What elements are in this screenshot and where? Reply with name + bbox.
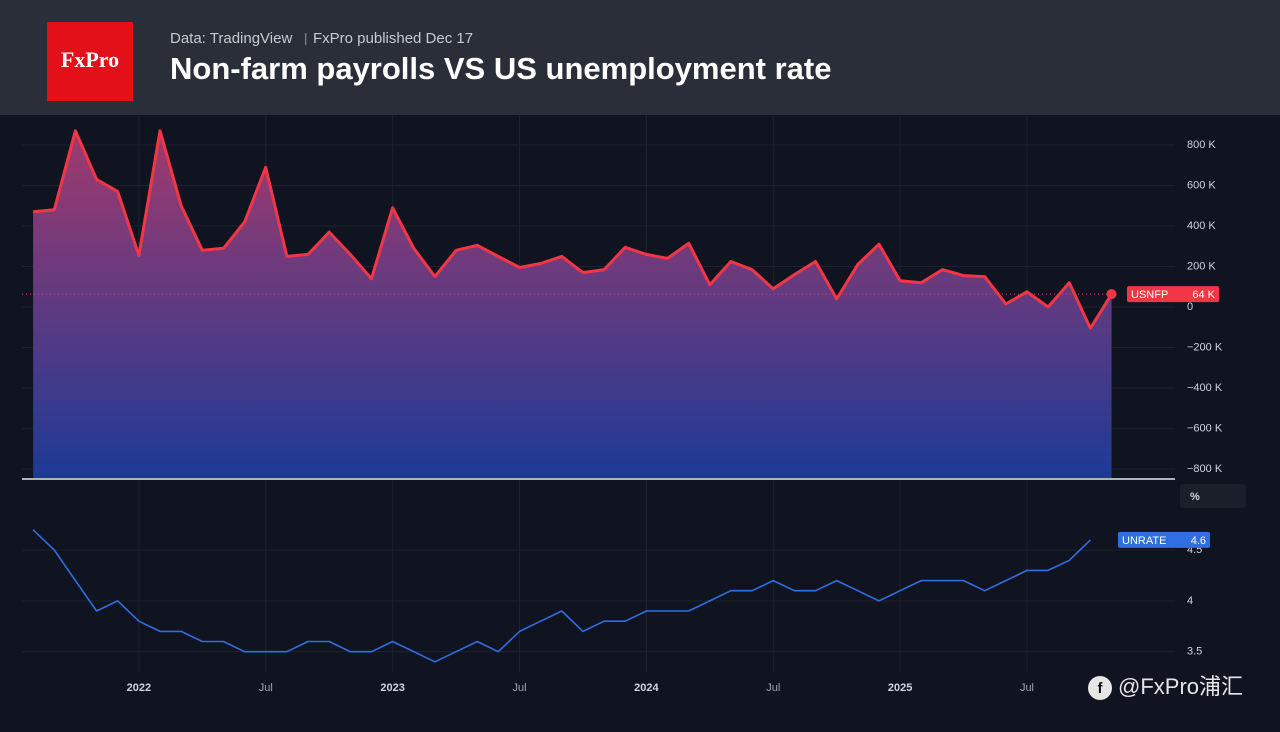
value-label: 64 K [1192, 289, 1215, 301]
separator: | [304, 30, 307, 45]
series-tag [1118, 531, 1210, 548]
watermark-icon [1088, 676, 1112, 700]
x-tick-label: 2022 [127, 682, 151, 694]
y-tick-label: −800 K [1187, 463, 1223, 475]
unit-box [1180, 484, 1246, 508]
x-tick-label: 2025 [888, 682, 912, 694]
watermark-icon-glyph: f [1098, 680, 1104, 697]
y-tick-label: 0 [1187, 301, 1193, 313]
watermark: @FxPro浦汇 [1118, 674, 1243, 699]
y-tick-label: −400 K [1187, 382, 1223, 394]
y-tick-label: 3.5 [1187, 646, 1202, 658]
y-tick-label: 600 K [1187, 179, 1216, 191]
marks [22, 129, 1117, 663]
x-tick-label: Jul [259, 682, 273, 694]
x-tick-label: 2024 [634, 682, 659, 694]
line [32, 129, 1113, 330]
y-tick-label: 400 K [1187, 220, 1216, 232]
legend-label: UNRATE [1122, 535, 1166, 547]
series [32, 129, 1113, 478]
legend-label: USNFP [1131, 289, 1168, 301]
y-tick-label: −200 K [1187, 341, 1223, 353]
title: Non-farm payrolls VS US unemployment rat… [170, 51, 831, 86]
header-band [0, 0, 1280, 115]
area [33, 130, 1112, 478]
logo: FxPro [61, 47, 119, 72]
series-tag [1127, 286, 1219, 303]
line [32, 529, 1091, 663]
source: Data: TradingView [170, 30, 292, 47]
y-tick-label: 4 [1187, 595, 1193, 607]
y-tick-label: −600 K [1187, 422, 1223, 434]
unit: % [1190, 491, 1200, 503]
series [32, 529, 1091, 663]
publisher: FxPro published Dec 17 [313, 30, 473, 47]
last-point [1106, 289, 1117, 300]
x-tick-label: Jul [1020, 682, 1034, 694]
x-tick-label: Jul [766, 682, 780, 694]
y-tick-label: 800 K [1187, 139, 1216, 151]
x-tick-label: 2023 [380, 682, 404, 694]
logo-box [47, 22, 133, 101]
y-tick-label: 200 K [1187, 260, 1216, 272]
x-tick-label: Jul [512, 682, 526, 694]
value-label: 4.6 [1191, 535, 1206, 547]
